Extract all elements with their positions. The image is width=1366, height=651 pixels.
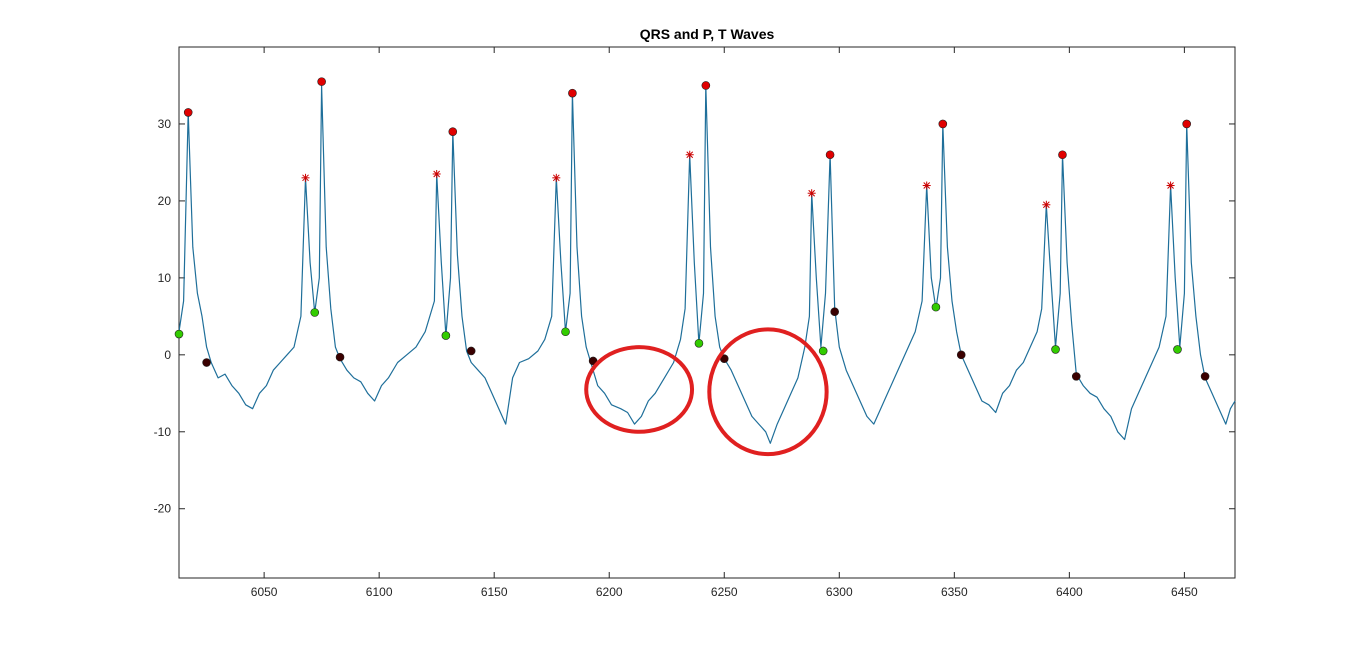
star-stroke <box>923 182 931 189</box>
r-peak-marker <box>825 150 835 160</box>
offset-marker <box>1071 372 1081 381</box>
y-tick-label: 10 <box>158 271 172 285</box>
x-tick-label: 6050 <box>251 585 278 599</box>
star-stroke <box>433 170 441 178</box>
x-tick-label: 6300 <box>826 585 853 599</box>
star-stroke <box>808 189 816 197</box>
r-peak-marker <box>183 108 193 117</box>
r-peak-marker <box>938 119 948 129</box>
onset-marker <box>561 327 570 337</box>
onset-marker <box>310 308 320 317</box>
r-peak-marker <box>448 127 458 136</box>
x-tick-label: 6250 <box>711 585 738 599</box>
p-wave-star-marker <box>922 181 931 190</box>
onset-marker <box>818 346 828 356</box>
series-layer <box>174 77 1236 444</box>
y-axis: -20 -10 0 10 20 30 <box>154 117 1235 516</box>
onset-marker <box>1051 345 1060 354</box>
p-wave-star-marker <box>685 150 694 159</box>
x-tick-label: 6450 <box>1171 585 1198 599</box>
star-stroke <box>1042 201 1050 209</box>
offset-marker <box>202 358 211 367</box>
p-wave-star-marker <box>552 173 561 182</box>
x-axis: 6050 6100 6150 6200 6250 6300 6350 6400 6450 <box>251 47 1198 599</box>
r-peak-marker <box>317 77 326 86</box>
r-peak-marker <box>1182 119 1191 129</box>
x-tick-label: 6400 <box>1056 585 1083 599</box>
x-tick-label: 6150 <box>481 585 508 599</box>
highlight-circle <box>707 327 829 457</box>
x-tick-label: 6200 <box>596 585 623 599</box>
offset-marker <box>466 346 476 356</box>
y-tick-label: 0 <box>164 348 171 362</box>
chart-title: QRS and P, T Waves <box>640 26 775 42</box>
y-tick-label: -20 <box>154 502 172 516</box>
onset-marker <box>1173 345 1182 354</box>
y-tick-label: -10 <box>154 425 172 439</box>
offset-marker <box>1200 372 1210 381</box>
offset-marker <box>335 352 345 362</box>
onset-marker <box>441 331 451 340</box>
star-stroke <box>552 174 560 182</box>
p-wave-star-marker <box>1166 181 1175 190</box>
r-peak-marker <box>568 88 577 98</box>
offset-marker <box>830 307 839 317</box>
p-wave-star-marker <box>301 173 310 182</box>
y-tick-label: 30 <box>158 117 172 131</box>
onset-marker <box>174 329 184 339</box>
annotation-layer <box>584 327 829 457</box>
highlight-circle <box>584 345 695 434</box>
offset-marker <box>956 350 966 360</box>
star-stroke <box>1167 182 1174 189</box>
onset-marker <box>931 302 941 312</box>
x-tick-label: 6100 <box>366 585 393 599</box>
star-stroke <box>686 151 694 159</box>
onset-marker <box>694 338 704 348</box>
p-wave-star-marker <box>432 169 441 178</box>
y-tick-label: 20 <box>158 194 172 208</box>
p-wave-star-marker <box>1042 200 1051 209</box>
p-wave-star-marker <box>807 189 816 198</box>
x-tick-label: 6350 <box>941 585 968 599</box>
r-peak-marker <box>1058 150 1067 160</box>
r-peak-marker <box>701 81 711 90</box>
star-stroke <box>302 174 309 182</box>
